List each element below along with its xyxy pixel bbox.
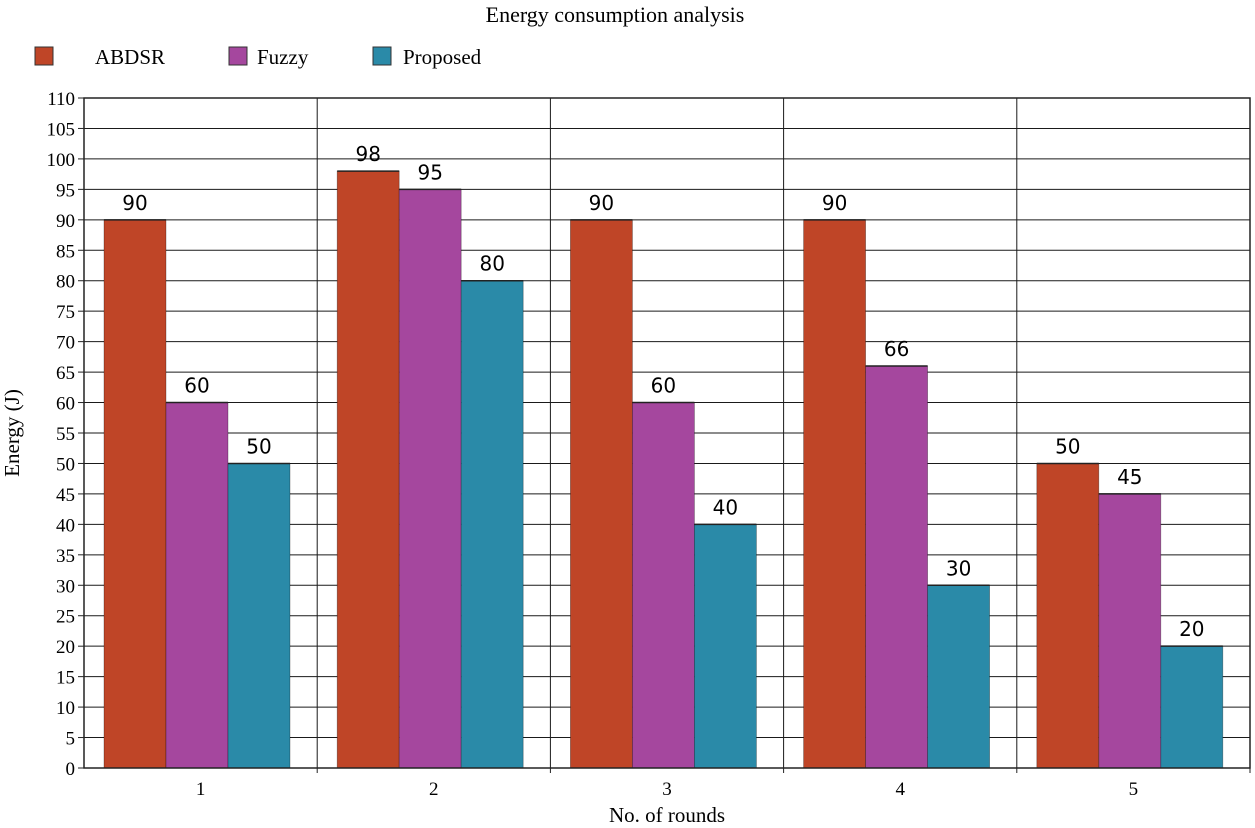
data-label: 60 <box>651 374 676 398</box>
y-tick-label: 15 <box>56 668 75 689</box>
data-label: 98 <box>355 142 380 166</box>
x-tick-label: 3 <box>662 779 672 800</box>
y-tick-label: 75 <box>56 302 75 323</box>
y-tick-label: 85 <box>56 241 75 262</box>
bar-abdsr-round-5 <box>1036 463 1100 769</box>
bars <box>103 170 1224 769</box>
legend-swatch-proposed <box>372 46 392 66</box>
x-tick-label: 1 <box>196 779 206 800</box>
y-tick-label: 95 <box>56 180 75 201</box>
bar-fuzzy-round-5 <box>1098 493 1162 769</box>
y-tick-label: 50 <box>56 454 75 475</box>
y-axis-ticks: 0 5 10 15 20 25 30 35 40 45 50 55 60 65 70 75 80 85 90 95 10… <box>47 89 84 780</box>
bar-proposed-round-4 <box>927 584 990 769</box>
y-tick-label: 55 <box>56 424 75 445</box>
y-tick-label: 0 <box>66 759 76 780</box>
legend-swatch-abdsr <box>34 46 54 66</box>
bar-fuzzy-round-3 <box>632 402 695 769</box>
chart-title: Energy consumption analysis <box>486 2 745 27</box>
legend-label-abdsr: ABDSR <box>95 45 165 69</box>
data-label: 95 <box>417 160 442 184</box>
y-tick-label: 30 <box>56 576 75 597</box>
data-label: 66 <box>884 337 909 361</box>
y-tick-label: 25 <box>56 607 75 628</box>
bar-proposed-round-3 <box>694 523 757 769</box>
x-axis-title: No. of rounds <box>609 803 725 827</box>
data-label: 50 <box>1055 434 1080 458</box>
y-tick-label: 45 <box>56 485 75 506</box>
y-tick-label: 10 <box>56 698 75 719</box>
y-tick-label: 80 <box>56 272 75 293</box>
y-tick-label: 20 <box>56 637 75 658</box>
bar-abdsr-round-4 <box>803 219 866 769</box>
plot-area-frame <box>83 97 1251 769</box>
bar-fuzzy-round-2 <box>398 188 462 769</box>
y-axis-title: Energy (J) <box>0 389 24 477</box>
bar-abdsr-round-1 <box>103 219 167 769</box>
data-label: 40 <box>713 495 738 519</box>
data-label: 45 <box>1117 465 1142 489</box>
legend-swatch-fuzzy <box>228 46 248 66</box>
y-tick-label: 65 <box>56 363 75 384</box>
bar-fuzzy-round-1 <box>165 402 229 769</box>
y-tick-label: 70 <box>56 333 75 354</box>
y-tick-label: 35 <box>56 546 75 567</box>
x-tick-label: 2 <box>429 779 439 800</box>
x-tick-label: 5 <box>1129 779 1139 800</box>
data-labels: 90 60 50 98 95 80 90 60 40 90 66 30 50 45 20 <box>122 142 1204 641</box>
y-tick-label: 100 <box>47 150 76 171</box>
bar-proposed-round-2 <box>460 280 524 769</box>
data-label: 90 <box>122 191 147 215</box>
data-label: 60 <box>184 374 209 398</box>
legend: ABDSR Fuzzy Proposed <box>34 45 482 69</box>
y-tick-label: 5 <box>66 729 76 750</box>
data-label: 30 <box>946 556 971 580</box>
x-tick-label: 4 <box>895 779 905 800</box>
bar-abdsr-round-3 <box>570 219 633 769</box>
bar-abdsr-round-2 <box>336 170 400 769</box>
y-tick-label: 110 <box>47 89 75 110</box>
bar-proposed-round-5 <box>1160 645 1224 769</box>
data-label: 90 <box>822 191 847 215</box>
data-label: 20 <box>1179 617 1204 641</box>
bar-fuzzy-round-4 <box>865 365 928 769</box>
y-tick-label: 105 <box>47 119 76 140</box>
x-axis-ticks: 1 2 3 4 5 <box>196 768 1251 800</box>
legend-label-fuzzy: Fuzzy <box>257 45 309 69</box>
data-label: 50 <box>246 434 271 458</box>
data-label: 80 <box>479 252 504 276</box>
y-tick-label: 60 <box>56 394 75 415</box>
bar-proposed-round-1 <box>227 463 291 769</box>
legend-label-proposed: Proposed <box>403 45 482 69</box>
y-tick-label: 40 <box>56 515 75 536</box>
y-tick-label: 90 <box>56 211 75 232</box>
data-label: 90 <box>589 191 614 215</box>
